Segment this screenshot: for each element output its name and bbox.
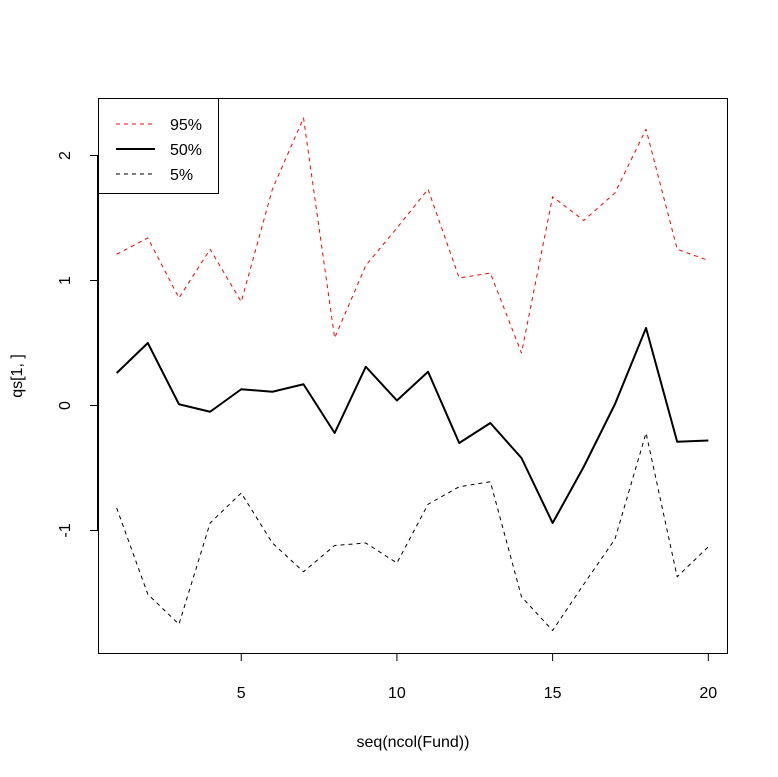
y-tick-label: -1	[57, 523, 74, 537]
series-line-0	[116, 117, 709, 354]
series-line-2	[116, 432, 709, 631]
series-line-1	[115, 327, 709, 524]
y-axis: -1 0 1 2	[57, 151, 98, 538]
series-layer	[115, 117, 709, 631]
legend-label: 50%	[170, 142, 202, 159]
legend-box	[98, 98, 219, 194]
legend-label: 5%	[170, 167, 193, 184]
y-tick-label: 2	[57, 151, 74, 160]
y-tick-label: 0	[57, 401, 74, 410]
x-tick-label: 20	[699, 685, 717, 702]
legend: 95% 50% 5%	[98, 98, 219, 194]
x-axis-label: seq(ncol(Fund))	[357, 734, 470, 751]
x-tick-label: 15	[544, 685, 562, 702]
x-tick-label: 5	[237, 685, 246, 702]
x-axis: 5 10 15 20	[237, 653, 717, 702]
y-tick-label: 1	[57, 276, 74, 285]
x-tick-label: 10	[388, 685, 406, 702]
y-axis-label: qs[1, ]	[9, 354, 26, 398]
legend-label: 95%	[170, 117, 202, 134]
